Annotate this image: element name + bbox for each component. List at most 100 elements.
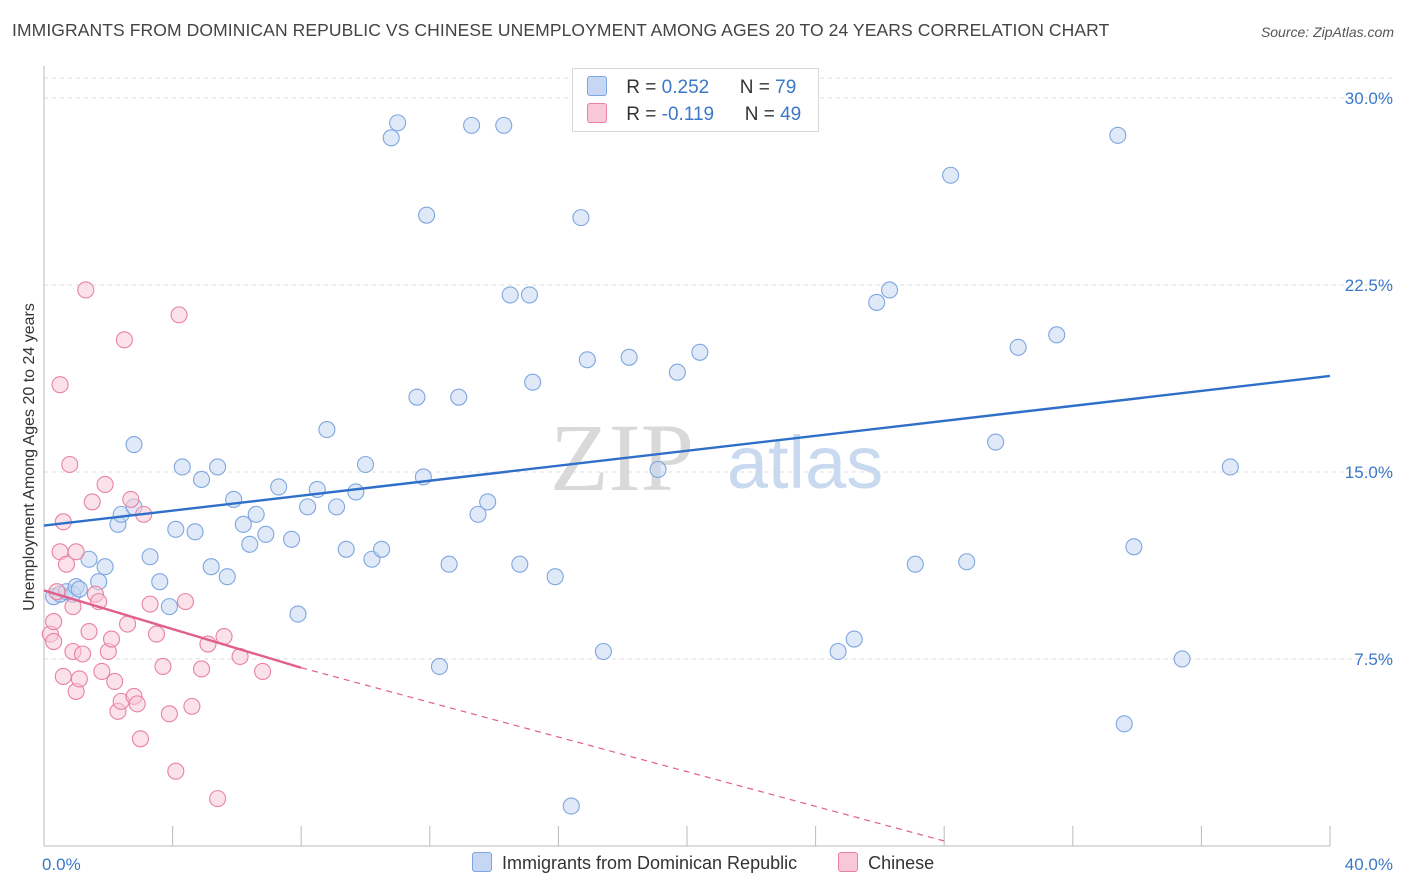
dominican-point [234, 515, 252, 533]
chinese-point [77, 281, 95, 299]
dominican-point [373, 540, 391, 558]
chinese-point [119, 615, 137, 633]
chinese-point [122, 490, 140, 508]
chinese-point [51, 376, 69, 394]
dominican-point [141, 548, 159, 566]
dominican-point [845, 630, 863, 648]
dominican-point [160, 598, 178, 616]
chinese-point [45, 613, 63, 631]
dominican-point [495, 116, 513, 134]
chinese-point [131, 730, 149, 748]
legend-row-blue: R = 0.252 N = 79 [587, 76, 796, 100]
chinese-point [115, 331, 133, 349]
dominican-point [469, 505, 487, 523]
dominican-point [572, 209, 590, 227]
legend-item-dominican[interactable]: Immigrants from Dominican Republic [472, 852, 797, 874]
chinese-point [61, 455, 79, 474]
chinese-point [192, 660, 211, 678]
dominican-point [691, 343, 709, 361]
dominican-point [356, 455, 375, 474]
chinese-point [254, 662, 272, 681]
dominican-point [218, 568, 236, 586]
y-tick-label: 30.0% [1345, 89, 1393, 108]
chinese-point [93, 662, 111, 681]
dominican-point [450, 388, 468, 406]
dominican-point [382, 129, 400, 147]
dominican-point [202, 558, 220, 576]
dominican-point [1009, 338, 1027, 356]
dominican-point [167, 520, 185, 538]
chinese-point [154, 657, 172, 676]
chinese-point [54, 667, 72, 685]
legend-swatch-blue [472, 852, 492, 872]
chinese-point [170, 306, 188, 324]
legend-n-label: N = [744, 104, 781, 125]
dominican-point [299, 498, 317, 516]
chinese-point [83, 493, 101, 511]
dominican-point [186, 523, 204, 541]
chinese-point [167, 762, 185, 780]
legend-item-chinese[interactable]: Chinese [838, 852, 934, 874]
dominican-point [289, 605, 307, 623]
dominican-point [501, 286, 519, 304]
y-tick-label: 22.5% [1345, 276, 1393, 295]
dominican-point [958, 553, 976, 571]
legend-n-label: N = [739, 77, 776, 98]
source-label: Source: ZipAtlas.com [1260, 24, 1394, 40]
chinese-point [102, 630, 121, 648]
chinese-point [96, 475, 114, 493]
y-axis-label: Unemployment Among Ages 20 to 24 years [21, 303, 38, 611]
dominican-point [112, 505, 130, 523]
dominican-point [283, 530, 301, 548]
dominican-point [328, 498, 346, 516]
dominican-point [906, 555, 924, 573]
legend-label-dominican: Immigrants from Dominican Republic [502, 853, 798, 873]
legend-r-label: R = [626, 77, 662, 98]
legend-row-pink: R = -0.119 N = 49 [587, 103, 801, 127]
watermark: ZIP atlas [550, 404, 883, 511]
chinese-trend-extension [301, 667, 945, 842]
dominican-point [511, 555, 529, 573]
dominican-point [942, 166, 960, 184]
chinese-point [80, 623, 98, 641]
dominican-point [80, 550, 98, 568]
chinese-point [141, 595, 159, 613]
chinese-trend-line [43, 589, 302, 669]
legend-r-value: 0.252 [661, 77, 710, 98]
chinese-point [106, 672, 124, 690]
axes [43, 66, 1331, 847]
dominican-point [151, 573, 169, 591]
y-tick-label: 15.0% [1345, 463, 1393, 482]
dominican-point [247, 505, 265, 523]
legend-r-value: -0.119 [661, 104, 715, 125]
dominican-point [389, 114, 407, 132]
dominican-point [241, 535, 259, 553]
chinese-point [128, 695, 146, 713]
dominican-point [524, 373, 542, 391]
dominican-point [1115, 715, 1133, 733]
x-tick-label: 40.0% [1345, 855, 1393, 874]
legend-n-value: 79 [775, 77, 797, 98]
chinese-point [176, 593, 195, 611]
dominican-point [440, 555, 458, 573]
dominican-point [668, 363, 686, 381]
dominican-point [1109, 126, 1127, 144]
legend-swatch-pink [587, 103, 607, 123]
dominican-point [829, 642, 847, 661]
dominican-point [408, 388, 426, 406]
dominican-point [987, 433, 1005, 451]
chinese-point [147, 625, 166, 643]
dominican-point [430, 657, 448, 676]
dominican-point [562, 797, 580, 815]
dominican-point [418, 206, 436, 224]
chinese-point [160, 705, 178, 723]
dominican-point [1173, 650, 1191, 668]
dominican-point [880, 281, 899, 299]
legend-swatch-pink [838, 852, 859, 872]
dominican-trend-line [43, 374, 1331, 527]
dominican-point [337, 540, 355, 558]
dominican-point [209, 458, 227, 476]
dominican-point [125, 435, 143, 454]
dominican-point [546, 568, 564, 586]
